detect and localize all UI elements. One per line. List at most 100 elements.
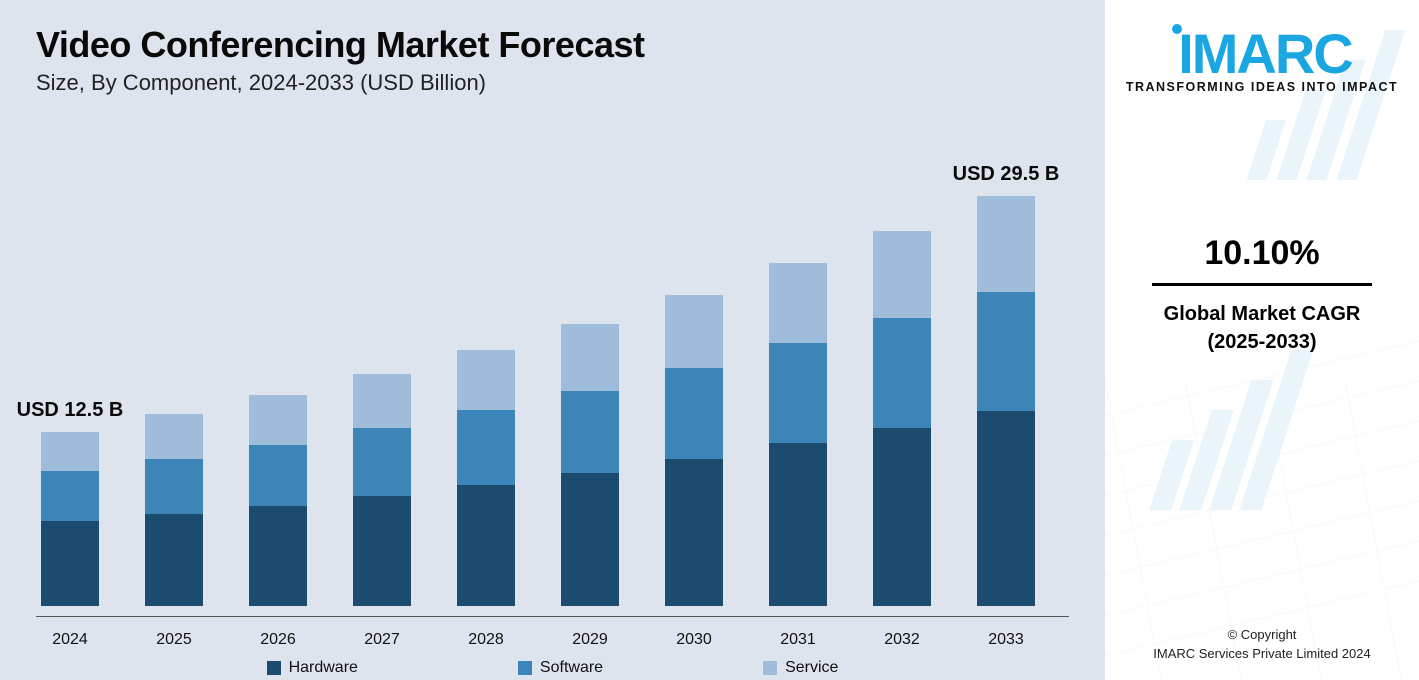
legend-item-hardware: Hardware: [267, 659, 358, 677]
bar-segment-hardware: [145, 514, 203, 606]
bar-segment-service: [145, 414, 203, 458]
x-axis-tick: 2030: [660, 617, 728, 649]
bar-column: [244, 395, 312, 606]
bar-stack: [41, 432, 99, 606]
copyright-line1: © Copyright: [1153, 626, 1370, 645]
legend-item-software: Software: [518, 659, 603, 677]
year-label: 2032: [884, 631, 920, 649]
year-label: 2026: [260, 631, 296, 649]
chart-title: Video Conferencing Market Forecast: [36, 24, 1069, 66]
x-axis-tick: 2027: [348, 617, 416, 649]
year-label: 2029: [572, 631, 608, 649]
cagr-label-1: Global Market CAGR: [1152, 300, 1372, 328]
legend-label: Service: [785, 659, 838, 677]
bar-column: [660, 295, 728, 606]
legend-swatch: [763, 661, 777, 675]
bar-segment-hardware: [561, 473, 619, 606]
chart-subtitle: Size, By Component, 2024-2033 (USD Billi…: [36, 70, 1069, 96]
bar-segment-hardware: [249, 506, 307, 606]
bar-segment-service: [873, 231, 931, 319]
bar-segment-hardware: [873, 428, 931, 606]
legend-label: Hardware: [289, 659, 358, 677]
bar-stack: [145, 414, 203, 606]
bar-segment-service: [353, 374, 411, 428]
value-label-first: USD 12.5 B: [17, 399, 124, 422]
legend-label: Software: [540, 659, 603, 677]
bar-segment-software: [665, 368, 723, 458]
bar-segment-service: [41, 432, 99, 471]
sidebar-panel: 2758 982048 2758 IMARC TRANSFORMING IDEA…: [1105, 0, 1419, 680]
bar-segment-software: [41, 471, 99, 521]
bar-segment-hardware: [977, 411, 1035, 606]
bar-segment-software: [977, 292, 1035, 412]
bar-stack: [769, 263, 827, 606]
bar-segment-hardware: [769, 443, 827, 606]
bar-stack: [353, 374, 411, 606]
bar-column: [764, 263, 832, 606]
bar-stack: [249, 395, 307, 606]
bar-segment-software: [249, 445, 307, 506]
x-axis-tick: 2031: [764, 617, 832, 649]
copyright-line2: IMARC Services Private Limited 2024: [1153, 645, 1370, 664]
copyright: © Copyright IMARC Services Private Limit…: [1153, 626, 1370, 664]
legend: Hardware Software Service: [36, 659, 1069, 677]
bar-segment-hardware: [41, 521, 99, 606]
bar-column: [556, 324, 624, 606]
bar-stack: [561, 324, 619, 606]
bar-segment-service: [977, 196, 1035, 292]
bar-stack: [977, 196, 1035, 606]
year-label: 2024: [52, 631, 88, 649]
cagr-block: 10.10% Global Market CAGR (2025-2033): [1152, 234, 1372, 356]
bar-segment-software: [561, 391, 619, 473]
logo: IMARC TRANSFORMING IDEAS INTO IMPACT: [1126, 24, 1398, 94]
x-axis-tick: 2029: [556, 617, 624, 649]
bar-column: [140, 414, 208, 606]
bar-segment-service: [249, 395, 307, 445]
legend-swatch: [267, 661, 281, 675]
x-axis-tick: 2025: [140, 617, 208, 649]
chart-plot-area: USD 12.5 B USD 29.5 B: [36, 96, 1069, 616]
bar-column: USD 12.5 B: [36, 432, 104, 606]
bar-segment-software: [873, 318, 931, 428]
x-axis-tick: 2028: [452, 617, 520, 649]
bar-segment-software: [769, 343, 827, 443]
bar-segment-service: [561, 324, 619, 391]
bar-segment-software: [353, 428, 411, 496]
x-axis-tick: 2032: [868, 617, 936, 649]
year-label: 2028: [468, 631, 504, 649]
bar-segment-service: [457, 350, 515, 410]
x-axis: 2024 2025 2026 2027 2028 2029 2030 2031 2032 2033: [36, 616, 1069, 649]
chart-panel: Video Conferencing Market Forecast Size,…: [0, 0, 1105, 680]
bar-column: [452, 350, 520, 606]
bar-segment-service: [769, 263, 827, 344]
bar-segment-hardware: [665, 459, 723, 606]
cagr-value: 10.10%: [1152, 234, 1372, 273]
bar-column: [868, 231, 936, 606]
cagr-divider: [1152, 283, 1372, 286]
bar-segment-software: [457, 410, 515, 485]
bar-column: USD 29.5 B: [972, 196, 1040, 606]
x-axis-tick: 2024: [36, 617, 104, 649]
x-axis-tick: 2026: [244, 617, 312, 649]
bar-stack: [457, 350, 515, 606]
year-label: 2027: [364, 631, 400, 649]
year-label: 2025: [156, 631, 192, 649]
cagr-label-2: (2025-2033): [1152, 328, 1372, 356]
bar-column: [348, 374, 416, 606]
value-label-last: USD 29.5 B: [953, 163, 1060, 186]
bar-segment-hardware: [353, 496, 411, 606]
bar-stack: [873, 231, 931, 606]
bar-stack: [665, 295, 723, 606]
legend-item-service: Service: [763, 659, 838, 677]
x-axis-tick: 2033: [972, 617, 1040, 649]
year-label: 2033: [988, 631, 1024, 649]
year-label: 2031: [780, 631, 816, 649]
logo-text: IMARC: [1172, 24, 1352, 78]
bar-segment-software: [145, 459, 203, 515]
bar-segment-hardware: [457, 485, 515, 606]
logo-tagline: TRANSFORMING IDEAS INTO IMPACT: [1126, 80, 1398, 94]
logo-letters: IMARC: [1178, 30, 1352, 78]
year-label: 2030: [676, 631, 712, 649]
bar-segment-service: [665, 295, 723, 369]
legend-swatch: [518, 661, 532, 675]
